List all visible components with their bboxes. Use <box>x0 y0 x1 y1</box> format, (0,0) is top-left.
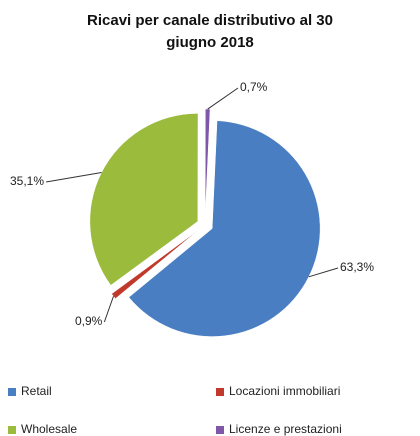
leader-line <box>207 87 239 110</box>
legend-swatch <box>8 388 16 396</box>
leader-line <box>45 172 102 183</box>
legend-label: Licenze e prestazioni <box>229 422 342 436</box>
legend-label: Retail <box>21 384 52 398</box>
leader-line <box>308 267 339 278</box>
data-label: 35,1% <box>10 174 44 188</box>
pie-slice <box>204 108 211 218</box>
legend-label: Locazioni immobiliari <box>229 384 340 398</box>
legend-swatch <box>216 426 224 434</box>
chart-title: Ricavi per canale distributivo al 30 giu… <box>87 12 333 51</box>
legend-swatch <box>216 388 224 396</box>
legend-label: Wholesale <box>21 422 77 436</box>
leader-line <box>103 296 114 323</box>
data-label: 0,9% <box>75 314 103 328</box>
legend-swatch <box>8 426 16 434</box>
data-label: 0,7% <box>240 80 268 94</box>
data-label: 63,3% <box>340 260 374 274</box>
pie-slice <box>111 229 199 299</box>
